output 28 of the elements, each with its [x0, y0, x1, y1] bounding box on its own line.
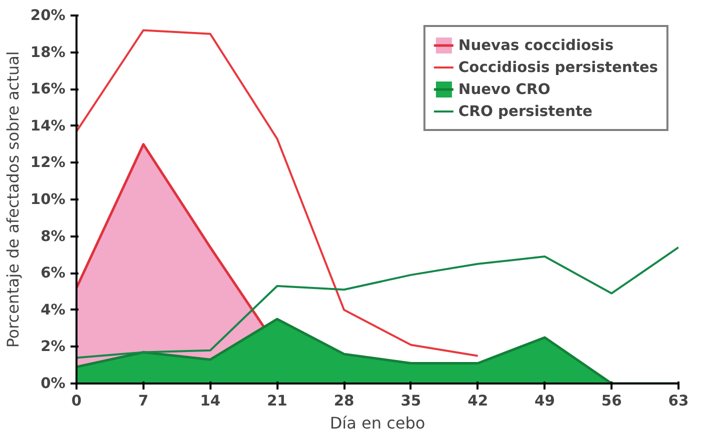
y-tick-label: 16%: [30, 80, 66, 98]
y-tick-label: 14%: [30, 117, 66, 134]
x-tick-label: 7: [138, 392, 148, 410]
y-tick-label: 8%: [40, 228, 66, 245]
y-axis-title: Porcentaje de afectados sobre actual: [3, 51, 22, 348]
x-tick-label: 28: [334, 392, 354, 410]
legend-label: CRO persistente: [458, 102, 592, 120]
x-tick-label: 63: [668, 392, 689, 410]
y-tick-label: 0%: [40, 375, 66, 392]
y-tick-label: 20%: [30, 7, 66, 24]
y-tick-label: 6%: [40, 264, 66, 282]
x-tick-label: 56: [601, 392, 622, 410]
x-tick-label: 42: [468, 392, 488, 410]
legend-label: Nuevo CRO: [458, 80, 550, 98]
x-tick-label: 14: [200, 392, 220, 410]
x-tick-label: 21: [266, 392, 288, 410]
x-tick-label: 35: [400, 392, 422, 410]
line-series: [76, 246, 678, 359]
y-tick-label: 18%: [30, 44, 66, 61]
x-tick-label: 49: [534, 392, 555, 410]
y-tick-label: 4%: [40, 301, 66, 318]
y-tick-label: 10%: [30, 191, 66, 208]
legend-label: Coccidiosis persistentes: [458, 58, 658, 76]
x-axis-title: Día en cebo: [330, 414, 426, 432]
y-tick-label: 12%: [30, 154, 66, 172]
y-tick-label: 2%: [40, 338, 66, 356]
legend-label: Nuevas coccidiosis: [458, 36, 614, 54]
x-tick-label: 0: [71, 392, 82, 410]
